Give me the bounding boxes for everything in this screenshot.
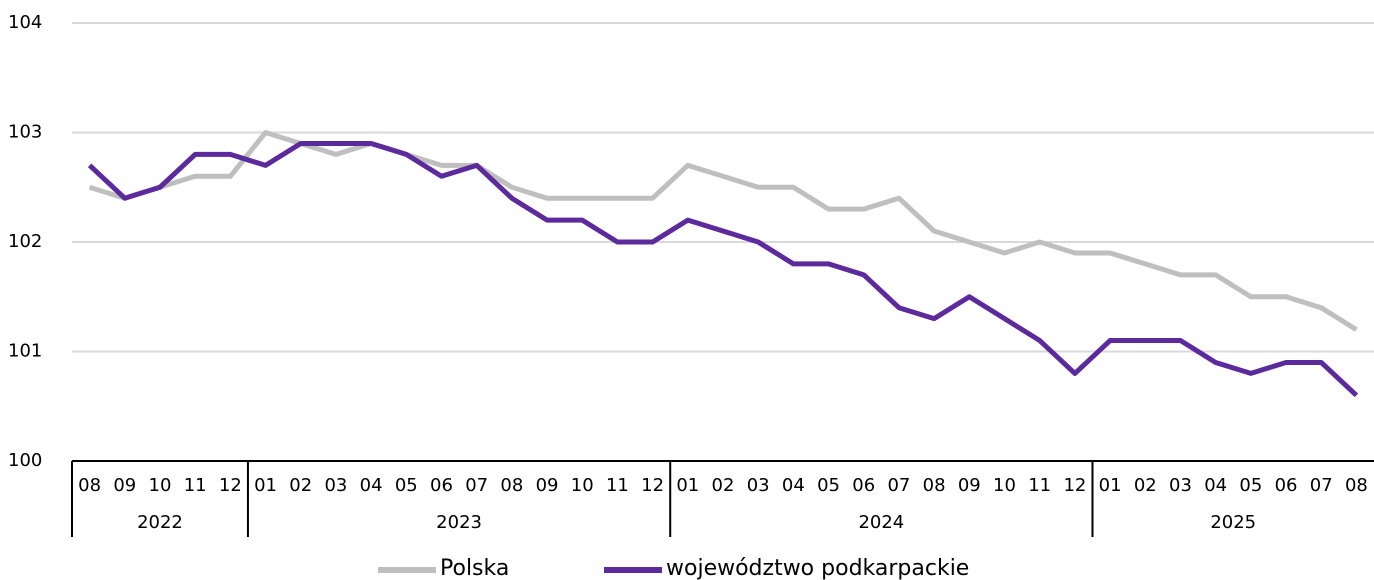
x-tick-label: 09 xyxy=(536,475,559,496)
x-tick-label: 07 xyxy=(887,475,910,496)
x-tick-label: 01 xyxy=(676,475,699,496)
x-tick-label: 08 xyxy=(1345,475,1368,496)
x-tick-label: 03 xyxy=(747,475,770,496)
x-tick-label: 04 xyxy=(782,475,805,496)
year-label: 2025 xyxy=(1210,512,1256,533)
x-tick-label: 05 xyxy=(395,475,418,496)
x-tick-label: 04 xyxy=(360,475,383,496)
x-tick-label: 11 xyxy=(184,475,207,496)
x-tick-label: 07 xyxy=(1310,475,1333,496)
x-tick-label: 07 xyxy=(465,475,488,496)
x-tick-label: 10 xyxy=(149,475,172,496)
x-tick-label: 11 xyxy=(606,475,629,496)
x-tick-label: 08 xyxy=(500,475,523,496)
x-tick-label: 10 xyxy=(993,475,1016,496)
y-tick-label: 100 xyxy=(8,450,42,471)
x-tick-label: 09 xyxy=(113,475,136,496)
x-tick-label: 05 xyxy=(817,475,840,496)
x-tick-label: 02 xyxy=(1134,475,1157,496)
x-tick-label: 10 xyxy=(571,475,594,496)
x-tick-label: 06 xyxy=(430,475,453,496)
x-tick-label: 02 xyxy=(289,475,312,496)
x-tick-label: 08 xyxy=(923,475,946,496)
y-tick-label: 104 xyxy=(8,12,42,33)
year-label: 2022 xyxy=(137,512,183,533)
y-tick-label: 103 xyxy=(8,122,42,143)
x-tick-label: 05 xyxy=(1239,475,1262,496)
x-tick-label: 02 xyxy=(712,475,735,496)
x-tick-label: 01 xyxy=(1099,475,1122,496)
y-tick-label: 101 xyxy=(8,341,42,362)
x-tick-label: 04 xyxy=(1204,475,1227,496)
legend-label: województwo podkarpackie xyxy=(666,556,969,580)
legend-label: Polska xyxy=(440,556,509,580)
x-tick-label: 01 xyxy=(254,475,277,496)
x-tick-label: 06 xyxy=(1275,475,1298,496)
x-tick-label: 11 xyxy=(1028,475,1051,496)
series-line xyxy=(87,140,1359,398)
x-tick-label: 09 xyxy=(958,475,981,496)
x-tick-label: 03 xyxy=(1169,475,1192,496)
x-tick-label: 06 xyxy=(852,475,875,496)
x-tick-label: 03 xyxy=(324,475,347,496)
x-tick-label: 12 xyxy=(1063,475,1086,496)
x-tick-label: 08 xyxy=(78,475,101,496)
x-tick-label: 12 xyxy=(641,475,664,496)
year-label: 2024 xyxy=(858,512,904,533)
year-label: 2023 xyxy=(436,512,482,533)
x-tick-label: 12 xyxy=(219,475,242,496)
y-tick-label: 102 xyxy=(8,231,42,252)
